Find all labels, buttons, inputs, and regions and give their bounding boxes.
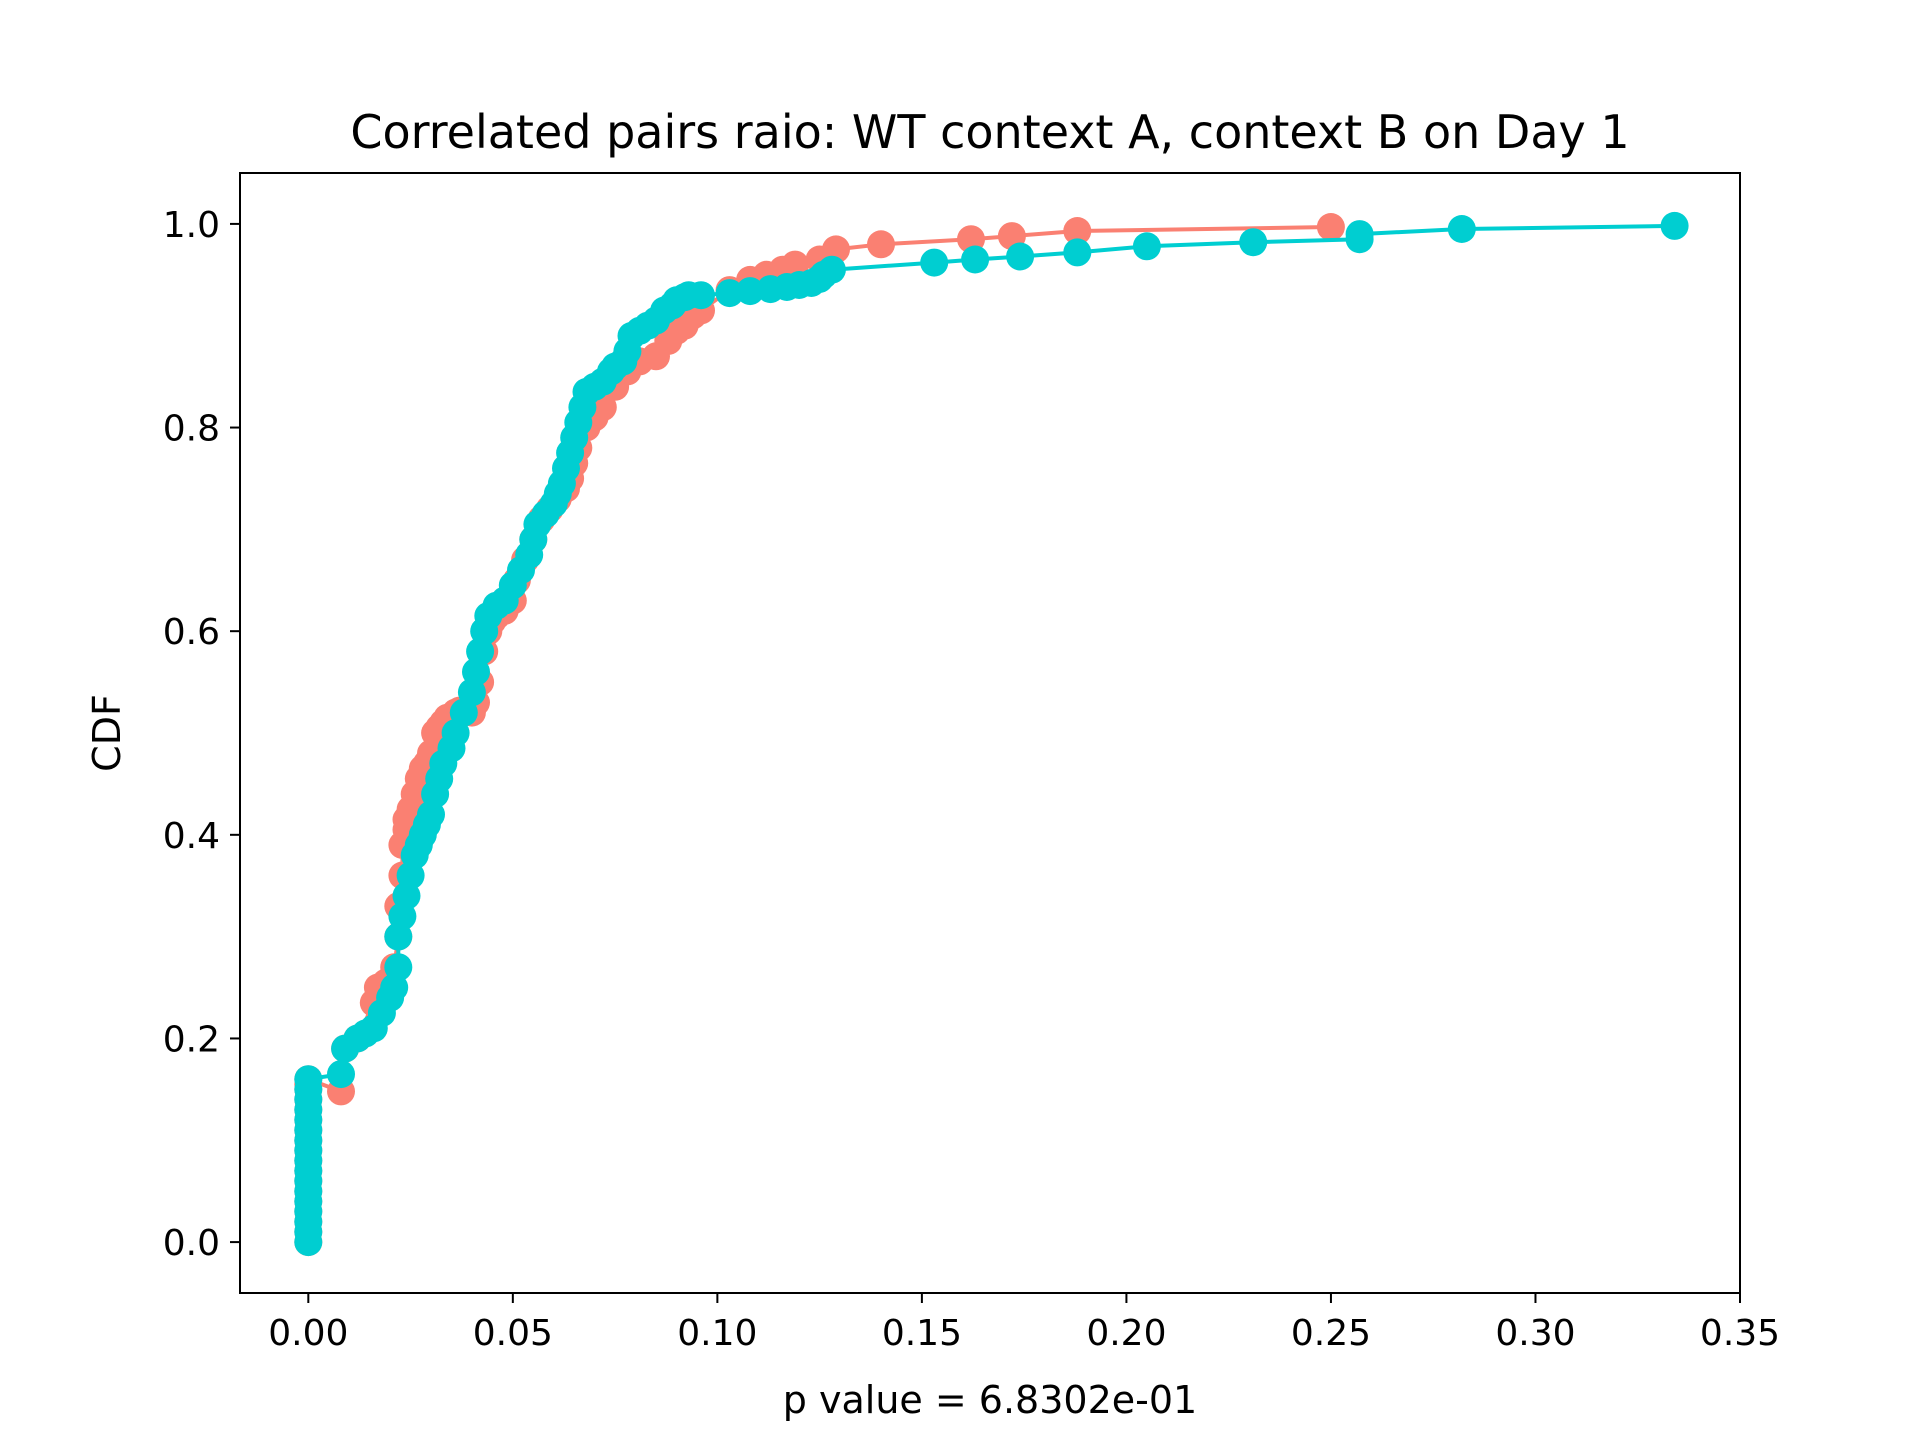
series-1-point <box>1316 213 1345 241</box>
series-2-point <box>687 281 715 310</box>
y-axis-label: CDF <box>85 694 129 772</box>
series-2-point <box>1006 242 1035 271</box>
series-layer <box>294 211 1689 1257</box>
x-tick-label: 0.20 <box>1086 1313 1166 1354</box>
x-tick-label: 0.15 <box>882 1313 962 1354</box>
x-tick-label: 0.25 <box>1291 1313 1371 1354</box>
series-2 <box>294 211 1689 1257</box>
series-2-point <box>920 248 949 277</box>
x-axis-label: p value = 6.8302e-01 <box>783 1378 1197 1422</box>
series-2-point <box>384 953 413 982</box>
x-tick-label: 0.10 <box>677 1313 757 1354</box>
series-1-point <box>1063 217 1092 245</box>
y-tick-label: 0.2 <box>163 1019 220 1060</box>
x-axis: 0.00 0.05 0.10 0.15 0.20 0.25 0.30 0.35 <box>268 1293 1780 1354</box>
series-2-point <box>1063 238 1092 267</box>
y-tick-label: 0.0 <box>163 1223 220 1264</box>
series-2-point <box>1447 215 1476 243</box>
series-2-point <box>327 1060 355 1089</box>
series-2-point <box>817 255 846 284</box>
y-tick-label: 0.6 <box>163 612 220 653</box>
x-tick-label: 0.05 <box>473 1313 553 1354</box>
x-tick-label: 0.35 <box>1700 1313 1780 1354</box>
y-tick-label: 0.8 <box>163 409 220 450</box>
chart-title: Correlated pairs raio: WT context A, con… <box>350 105 1629 159</box>
y-tick-label: 1.0 <box>163 205 220 246</box>
series-2-point <box>961 245 990 274</box>
series-2-point <box>1132 232 1161 261</box>
series-2-point <box>1239 228 1268 257</box>
series-2-point <box>1345 220 1374 249</box>
series-2-point <box>736 277 765 306</box>
series-1-point <box>867 230 895 259</box>
y-axis: 0.0 0.2 0.4 0.6 0.8 1.0 <box>163 205 240 1264</box>
y-tick-label: 0.4 <box>163 816 220 857</box>
x-tick-label: 0.00 <box>268 1313 348 1354</box>
plot-frame <box>239 172 1741 1294</box>
series-2-point <box>294 1065 323 1094</box>
series-2-point <box>715 279 744 308</box>
series-2-point <box>1660 211 1689 240</box>
x-tick-label: 0.30 <box>1495 1313 1575 1354</box>
